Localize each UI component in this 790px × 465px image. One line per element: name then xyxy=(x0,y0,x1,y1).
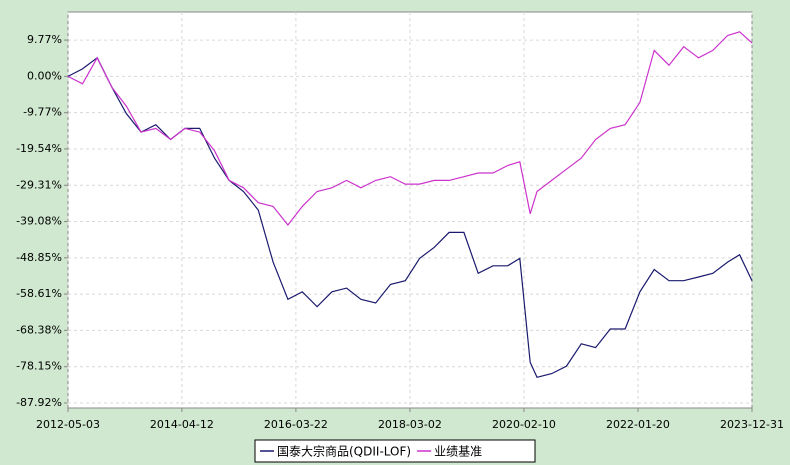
x-tick-label: 2016-03-22 xyxy=(264,418,328,431)
x-tick-label: 2022-01-20 xyxy=(606,418,670,431)
y-tick-label: 0.00% xyxy=(27,69,62,82)
y-tick-label: -29.31% xyxy=(16,178,62,191)
legend xyxy=(254,439,536,463)
x-tick-label: 2018-03-02 xyxy=(378,418,442,431)
y-tick-label: 9.77% xyxy=(27,33,62,46)
y-tick-label: -48.85% xyxy=(16,251,62,264)
x-tick-label: 2012-05-03 xyxy=(36,418,100,431)
line-series xyxy=(67,31,753,226)
x-tick-label: 2020-02-10 xyxy=(492,418,556,431)
y-tick-label: -58.61% xyxy=(16,287,62,300)
x-tick-label: 2014-04-12 xyxy=(150,418,214,431)
y-tick-label: -9.77% xyxy=(23,106,62,119)
y-tick-label: -39.08% xyxy=(16,215,62,228)
legend-label: 业绩基准 xyxy=(434,445,482,459)
legend-label: 国泰大宗商品(QDII-LOF) xyxy=(277,444,411,459)
y-tick-label: -78.15% xyxy=(16,360,62,373)
y-tick-label: -19.54% xyxy=(16,142,62,155)
y-tick-label: -87.92% xyxy=(16,396,62,409)
y-tick-label: -68.38% xyxy=(16,323,62,336)
x-tick-label: 2023-12-31 xyxy=(720,418,784,431)
